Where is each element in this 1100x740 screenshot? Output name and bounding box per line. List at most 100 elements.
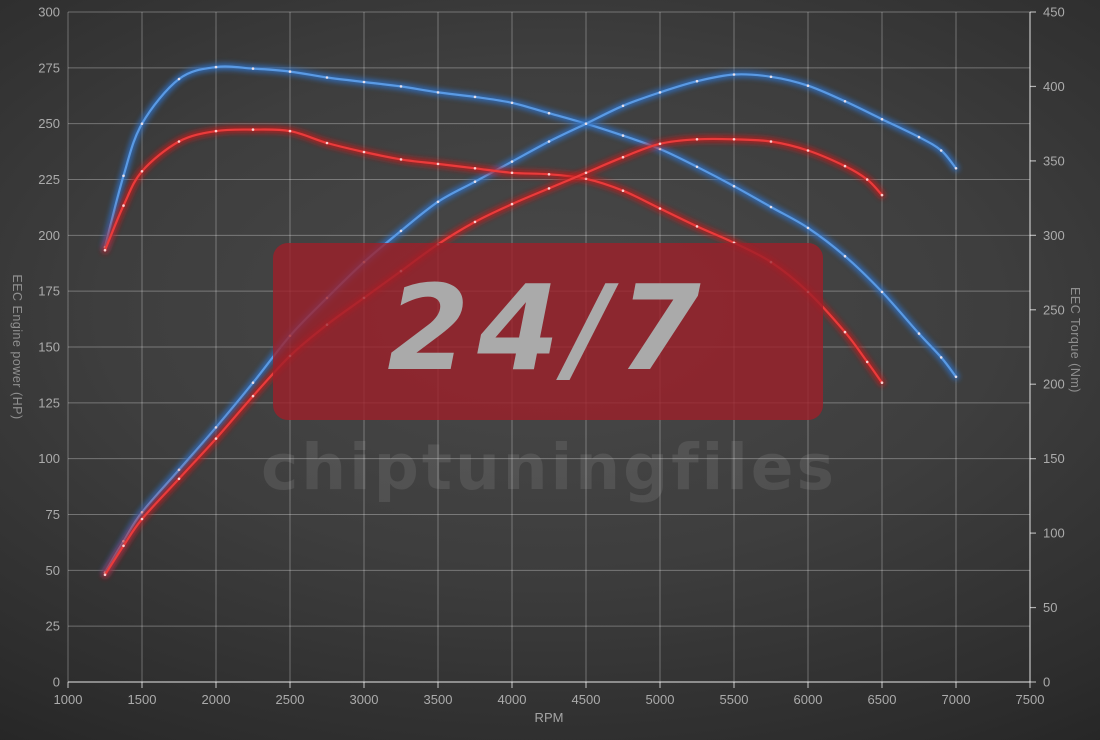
right-tick-label: 50: [1043, 600, 1057, 615]
tuned-power-point: [621, 104, 625, 108]
tuned-power-line: [103, 73, 958, 574]
tuned-power-point: [769, 75, 773, 79]
tuned-torque-point: [473, 95, 477, 99]
label-layer: 1000 1500 2000 2500 3000 3500 4000 4500 5000 5500…: [38, 5, 1064, 708]
tuned-torque-point: [806, 226, 810, 230]
original-torque-point: [547, 173, 551, 176]
original-torque-point: [621, 189, 625, 192]
tuned-power-point: [695, 79, 699, 83]
x-tick-label: 6500: [868, 692, 897, 707]
tuned-torque-point: [917, 332, 921, 335]
original-torque-point: [251, 128, 255, 131]
original-power-point: [806, 149, 810, 152]
x-tick-label: 4500: [572, 692, 601, 707]
tuned-torque-point: [954, 375, 958, 379]
tuned-torque-point: [288, 70, 292, 73]
original-power-point: [865, 178, 869, 181]
original-power-point: [732, 138, 736, 141]
original-torque-point: [399, 158, 403, 161]
left-tick-label: 250: [38, 116, 60, 131]
left-tick-label: 175: [38, 284, 60, 299]
tuned-torque-point: [122, 174, 125, 178]
tuned-torque-point: [362, 80, 366, 84]
right-tick-label: 400: [1043, 79, 1065, 94]
original-torque-point: [288, 129, 292, 133]
tuned-torque-point: [658, 147, 662, 151]
original-power-point: [584, 171, 588, 175]
tuned-torque-point: [399, 85, 403, 88]
original-torque-point: [362, 150, 366, 154]
tuned-torque-point: [214, 65, 218, 69]
tuned-torque-point: [732, 184, 736, 188]
tuned-power-point: [436, 200, 440, 204]
original-power-point: [547, 187, 551, 190]
x-tick-label: 2000: [202, 692, 231, 707]
x-tick-label: 1500: [128, 692, 157, 707]
left-tick-label: 150: [38, 340, 60, 355]
left-tick-label: 225: [38, 172, 60, 187]
x-tick-label: 7000: [942, 692, 971, 707]
right-tick-label: 250: [1043, 302, 1065, 317]
original-power-line: [103, 137, 884, 576]
tuned-torque-point: [769, 205, 773, 209]
original-power-point: [621, 155, 625, 159]
original-power-point: [880, 193, 884, 197]
original-power-point: [658, 142, 662, 146]
tuned-power-curve: [101, 71, 960, 576]
original-torque-point: [140, 170, 144, 173]
original-torque-point: [510, 171, 514, 175]
tuned-power-point: [880, 117, 884, 121]
tuned-torque-point: [436, 91, 440, 94]
tuned-power-point: [547, 140, 551, 143]
tuned-power-point: [584, 122, 588, 125]
original-torque-point: [214, 129, 218, 133]
original-torque-point: [436, 162, 440, 166]
tuned-torque-point: [939, 356, 943, 359]
original-torque-point: [880, 381, 884, 385]
tuned-power-point: [399, 229, 403, 233]
tuned-power-point: [658, 91, 662, 94]
original-power-point: [769, 140, 773, 143]
original-torque-point: [695, 225, 699, 228]
tuned-torque-point: [547, 111, 551, 115]
curves-layer: [101, 63, 960, 579]
original-torque-point: [325, 141, 329, 145]
tuned-torque-point: [325, 76, 329, 79]
original-power-point: [103, 573, 107, 577]
axis-layer: [67, 11, 1036, 688]
x-axis-title: RPM: [534, 710, 564, 725]
tuned-power-point: [214, 426, 218, 429]
original-power-point: [214, 437, 218, 440]
x-tick-label: 5500: [720, 692, 749, 707]
original-power-point: [473, 220, 477, 224]
tuned-torque-curve: [101, 63, 960, 381]
x-tick-label: 7500: [1016, 692, 1045, 707]
tuned-torque-point: [843, 254, 847, 258]
right-axis-title: EEC Torque (Nm): [1068, 287, 1082, 393]
x-tick-label: 1000: [54, 692, 83, 707]
badge-watermark-text: 24/7: [387, 258, 709, 397]
x-tick-label: 3500: [424, 692, 453, 707]
left-tick-label: 100: [38, 451, 60, 466]
original-power-point: [177, 477, 181, 481]
tuned-torque-point: [251, 67, 255, 70]
left-tick-label: 275: [38, 60, 60, 75]
original-torque-point: [103, 248, 107, 252]
original-torque-point: [843, 330, 847, 334]
tuned-torque-point: [510, 101, 514, 105]
original-power-point: [510, 202, 514, 206]
original-power-point: [251, 394, 255, 398]
x-tick-label: 6000: [794, 692, 823, 707]
original-torque-point: [658, 207, 662, 210]
tuned-torque-point: [880, 290, 884, 294]
left-tick-label: 300: [38, 5, 60, 20]
tuned-power-point: [954, 167, 958, 170]
badge-watermark: 24/7: [273, 243, 823, 420]
right-tick-label: 0: [1043, 675, 1050, 690]
tuned-torque-point: [695, 165, 699, 169]
original-torque-point: [177, 140, 181, 143]
tuned-torque-point: [177, 77, 181, 81]
original-torque-point: [865, 360, 869, 364]
tuned-torque-point: [140, 122, 144, 125]
